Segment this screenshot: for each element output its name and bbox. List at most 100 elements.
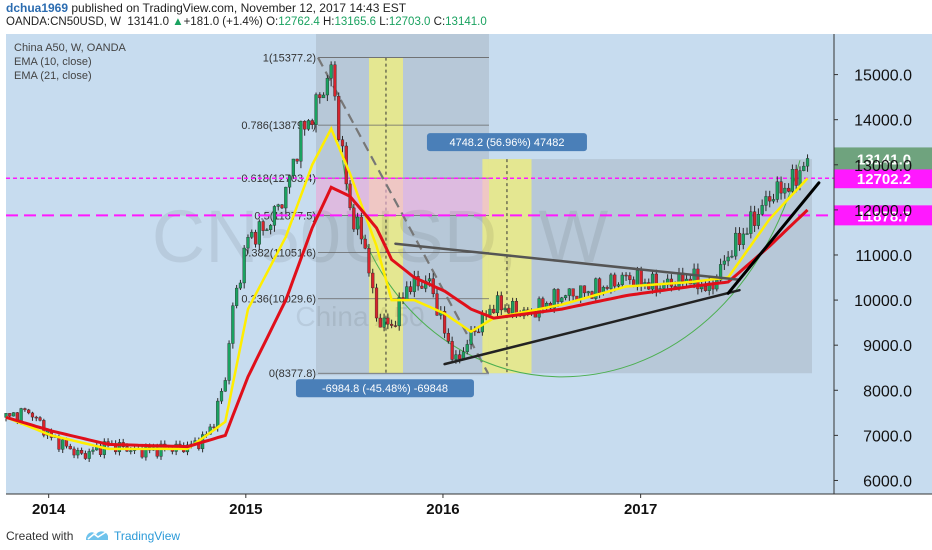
trend-line: [726, 181, 821, 295]
candle-body: [628, 275, 632, 280]
candle-body: [378, 317, 382, 328]
chart-header: dchua1969 published on TradingView.com, …: [0, 0, 932, 32]
candle-body: [340, 139, 345, 147]
candle-body: [556, 289, 560, 302]
candle-body: [19, 408, 23, 421]
tradingview-logo-icon[interactable]: [84, 527, 110, 543]
last-price-bg: [834, 147, 932, 170]
price-tag: 12702.2: [857, 171, 911, 188]
candle-body: [662, 284, 666, 289]
candle-body: [420, 285, 424, 289]
candle-body: [87, 451, 91, 459]
candle-body: [242, 247, 246, 284]
candle-body: [408, 286, 413, 292]
candle-body: [64, 439, 69, 447]
y-tick-label: 10000.0: [854, 293, 912, 310]
candle-body: [805, 158, 810, 167]
close-label: C:: [433, 16, 446, 28]
candle-body: [503, 307, 507, 311]
candle-body: [787, 187, 791, 192]
price-tag: 11878.7: [857, 208, 910, 225]
candle-body: [216, 400, 220, 428]
candle-body: [745, 233, 749, 235]
candle-body: [155, 447, 159, 457]
candle-body: [91, 449, 95, 452]
low-value: 12703.0: [388, 16, 431, 28]
candle-body: [359, 216, 363, 240]
trend-line: [443, 288, 741, 366]
measure-labels: -6984.8 (-45.48%) -69848 4748.2 (56.96%) …: [295, 133, 587, 398]
y-tick-label: 12000.0: [854, 203, 912, 220]
candle-body: [68, 445, 72, 450]
candle-body: [223, 380, 227, 392]
ema10-line: [5, 125, 809, 451]
candle-body: [280, 204, 284, 209]
price-axis[interactable]: [834, 34, 932, 494]
legend-title: China A50, W, OANDA: [14, 42, 126, 54]
candle-body: [227, 343, 231, 381]
tradingview-brand[interactable]: TradingView: [114, 529, 181, 543]
price-tag-bg: [834, 168, 932, 189]
candle-body: [760, 205, 764, 215]
high-label: H:: [323, 16, 335, 28]
candle-body: [726, 256, 730, 262]
candle-body: [741, 233, 745, 245]
candle-body: [571, 288, 575, 297]
legend-ema21[interactable]: EMA (21, close): [14, 70, 92, 82]
candle-body: [325, 78, 329, 96]
candle-body: [23, 408, 27, 411]
candle-body: [798, 170, 802, 186]
candle-body: [579, 285, 583, 300]
candle-body: [616, 284, 621, 287]
candle-body: [80, 450, 84, 454]
candle-body: [390, 323, 394, 326]
candle-body: [393, 325, 398, 327]
symbol-line: OANDA:CN50USD, W 13141.0 ▲+181.0 (+1.4%)…: [6, 16, 487, 28]
candle-body: [212, 426, 216, 429]
candle-body: [34, 416, 38, 419]
fib-label: 0.786(13879.7): [241, 120, 316, 132]
candle-body: [514, 301, 519, 314]
candle-body: [677, 272, 681, 288]
high-value: 13165.6: [334, 16, 377, 28]
candle-body: [563, 295, 568, 299]
candle-body: [609, 274, 613, 289]
measure-up-label: 4748.2 (56.96%) 47482: [449, 137, 564, 149]
candle-body: [654, 273, 658, 292]
fib-label: 0.618(12703.4): [241, 173, 316, 185]
candle-body: [495, 295, 500, 314]
candle-body: [265, 229, 269, 232]
candle-body: [272, 206, 277, 226]
candle-body: [382, 317, 386, 328]
candle-body: [737, 232, 742, 245]
candle-body: [257, 221, 261, 245]
candle-body: [446, 333, 450, 342]
candle-body: [722, 260, 726, 265]
last-price: 13141.0: [127, 16, 169, 28]
candle-body: [771, 199, 776, 202]
y-tick-label: 8000.0: [863, 383, 912, 400]
candle-body: [802, 165, 806, 171]
close-value: 13141.0: [445, 16, 487, 28]
candle-body: [624, 274, 628, 277]
candle-body: [730, 255, 734, 258]
candle-body: [442, 311, 447, 334]
x-tick-label: 2015: [229, 501, 262, 518]
candle-body: [492, 308, 496, 314]
author-name[interactable]: dchua1969: [6, 1, 69, 15]
candle-body: [329, 64, 333, 79]
candle-body: [269, 225, 273, 231]
candle-body: [597, 278, 602, 293]
candle-body: [219, 391, 224, 402]
candle-body: [794, 169, 798, 186]
candle-body: [405, 286, 409, 300]
legend-ema10[interactable]: EMA (10, close): [14, 56, 92, 68]
candle-body: [30, 412, 35, 418]
candle-body: [321, 94, 326, 99]
open-value: 12762.4: [278, 16, 320, 28]
y-tick-label: 9000.0: [863, 338, 912, 355]
candle-body: [129, 450, 133, 452]
fib-label: 1(15377.2): [263, 53, 316, 65]
chart-plot-area[interactable]: [6, 34, 834, 494]
